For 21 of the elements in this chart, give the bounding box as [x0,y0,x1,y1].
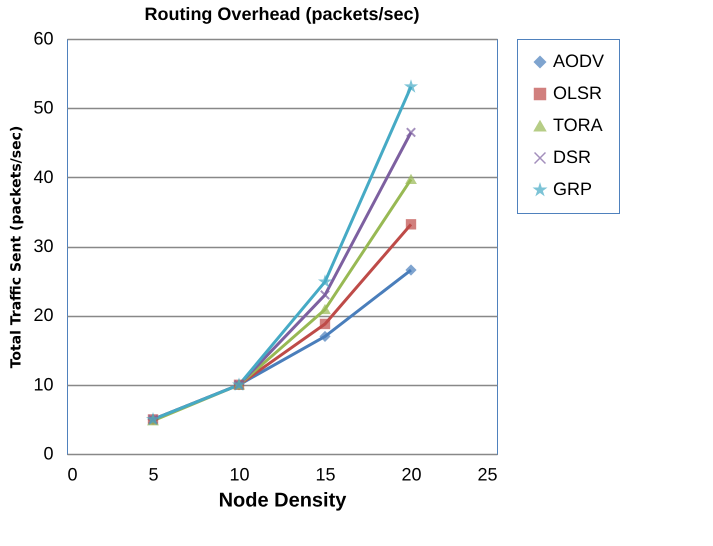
chart-title: Routing Overhead (packets/sec) [144,4,420,24]
legend-label: OLSR [553,83,602,103]
y-tick-label: 50 [33,98,54,118]
legend-label: AODV [553,51,604,71]
legend-label: GRP [553,179,592,199]
y-tick-label: 10 [33,374,54,394]
x-tick-label: 10 [229,464,250,484]
y-tick-label: 60 [33,28,54,48]
x-tick-label: 20 [401,464,422,484]
x-tick-label: 5 [148,464,159,484]
y-tick-label: 40 [33,166,54,187]
x-axis-title: Node Density [218,490,348,512]
x-tick-label: 25 [477,464,498,484]
x-tick-label: 15 [315,464,336,484]
y-tick-label: 30 [33,236,54,256]
y-axis-title: Total Traffic Sent (packets/sec) [8,126,24,368]
legend-label: TORA [553,115,603,135]
x-tick-label: 0 [68,464,78,484]
y-tick-label: 0 [43,444,54,464]
legend-label: DSR [553,147,592,167]
y-tick-label: 20 [33,305,54,326]
